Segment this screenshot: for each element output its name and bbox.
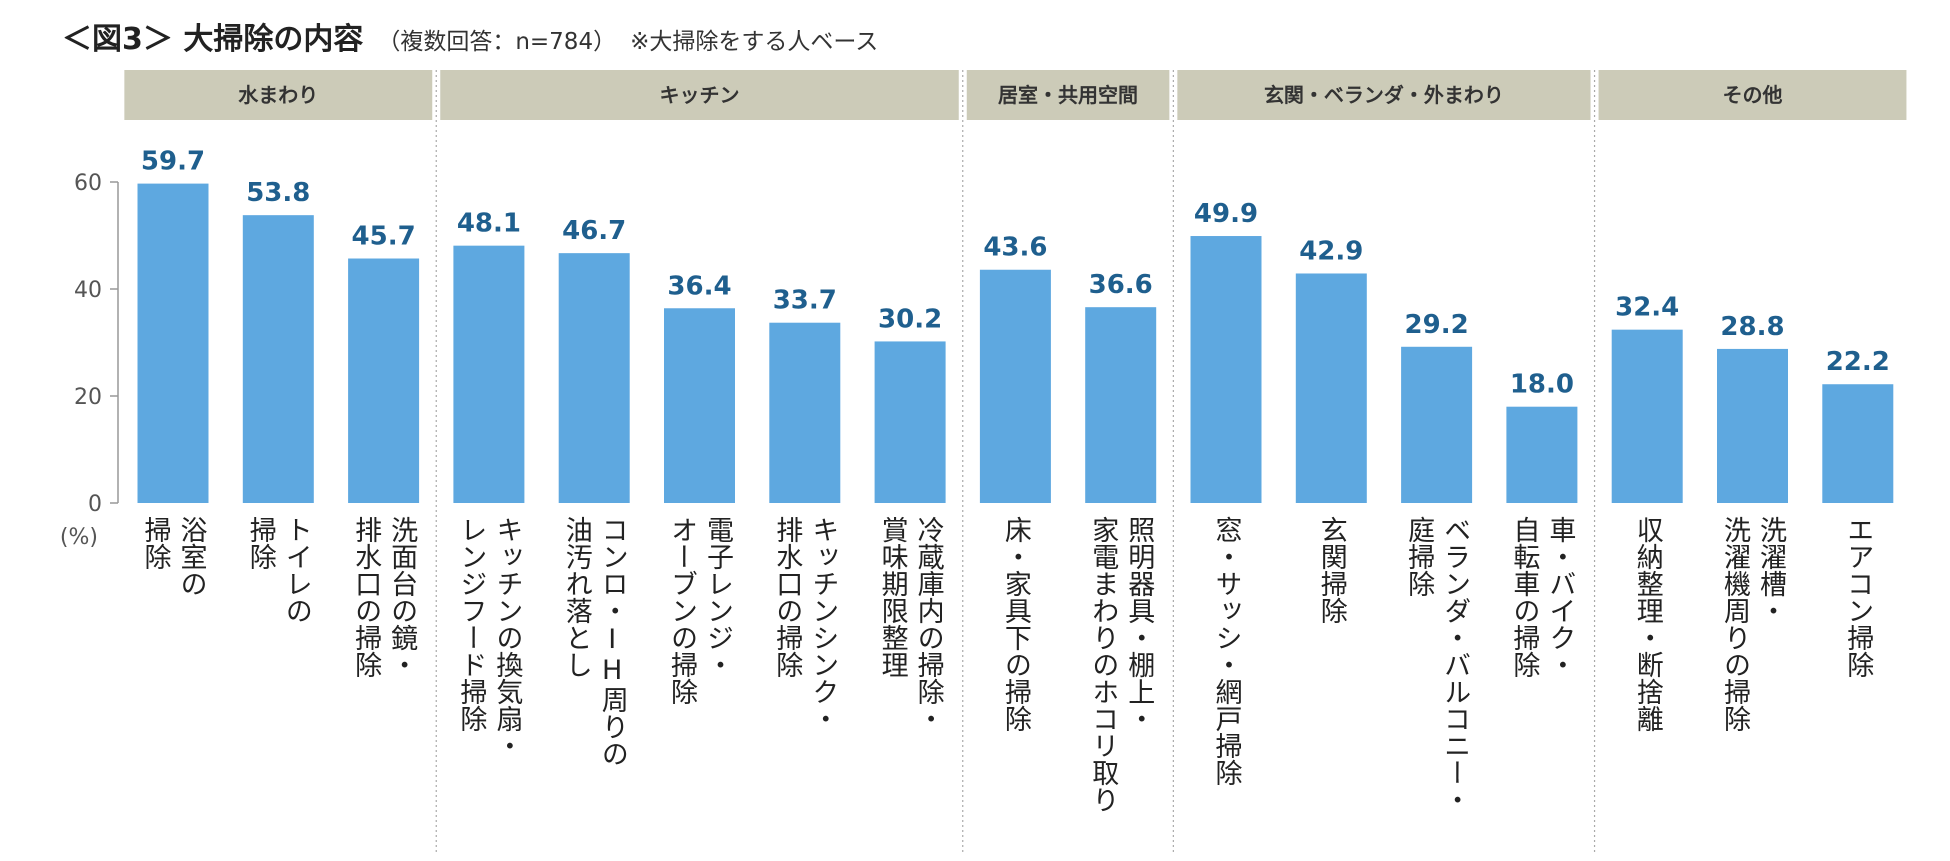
bar-value-label: 48.1 <box>457 209 521 239</box>
y-tick-label: 20 <box>74 385 102 410</box>
bar <box>1822 384 1894 503</box>
bar-value-label: 46.7 <box>562 216 626 246</box>
category-label: 洗濯槽・ <box>1755 516 1787 624</box>
category-label: 車・バイク・ <box>1544 516 1575 678</box>
group-header <box>966 70 1170 120</box>
bar <box>1085 307 1157 503</box>
bar <box>1506 406 1578 503</box>
category-label: 排水口の掃除 <box>771 516 803 678</box>
chart-note: ※大掃除をする人ベース <box>630 29 879 55</box>
bar <box>1401 346 1473 503</box>
category-label: 浴室の <box>176 516 207 597</box>
group-header <box>1598 70 1907 120</box>
category-label: コンロ・IH周りの <box>597 516 629 767</box>
category-label: 賞味期限整理 <box>877 516 909 678</box>
group-header-label: 玄関・ベランダ・外まわり <box>1264 83 1504 107</box>
y-tick-label: 60 <box>74 171 102 196</box>
bar-value-label: 59.7 <box>141 147 205 177</box>
category-label: 排水口の掃除 <box>350 516 382 678</box>
category-label: 家電まわりのホコリ取り <box>1087 516 1118 813</box>
category-label: 油汚れ落とし <box>561 516 592 678</box>
bar <box>979 269 1051 503</box>
y-tick-label: 40 <box>74 278 102 303</box>
bar-value-label: 49.9 <box>1194 199 1258 229</box>
category-label: 照明器具・棚上・ <box>1123 516 1155 732</box>
group-header <box>440 70 959 120</box>
bar-value-label: 18.0 <box>1510 370 1574 400</box>
bar-value-label: 29.2 <box>1405 310 1469 340</box>
chart-subtitle: （複数回答：n=784） <box>377 29 617 55</box>
group-header-label: その他 <box>1723 83 1783 107</box>
category-label: 洗面台の鏡・ <box>386 516 418 678</box>
bar-value-label: 30.2 <box>878 304 942 334</box>
bar <box>558 253 630 503</box>
y-unit-label: (%) <box>60 525 98 550</box>
group-header <box>124 70 433 120</box>
group-header-label: 居室・共用空間 <box>998 83 1138 107</box>
category-label: 庭掃除 <box>1403 516 1435 597</box>
category-label: 掃除 <box>140 516 172 570</box>
bar-value-label: 36.4 <box>667 271 731 301</box>
category-label: 洗濯機周りの掃除 <box>1719 516 1751 732</box>
bar-value-label: 32.4 <box>1615 293 1679 323</box>
bar-value-label: 22.2 <box>1826 347 1890 377</box>
bar-value-label: 45.7 <box>352 222 416 252</box>
bar-value-label: 42.9 <box>1299 236 1363 266</box>
category-label: レンジフード掃除 <box>455 516 487 732</box>
bar <box>664 308 735 503</box>
bar-value-label: 36.6 <box>1089 270 1153 300</box>
category-label: 自転車の掃除 <box>1508 516 1540 678</box>
bar <box>1190 236 1262 503</box>
category-label: キッチンの換気扇・ <box>491 516 523 759</box>
bar-value-label: 33.7 <box>773 286 837 316</box>
bar <box>1611 329 1683 503</box>
chart-title: ＜図3＞ 大掃除の内容 （複数回答：n=784） ※大掃除をする人ベース <box>62 14 878 58</box>
category-label: 玄関掃除 <box>1316 516 1348 624</box>
category-label: 床・家具下の掃除 <box>1000 516 1032 732</box>
bar-value-label: 53.8 <box>246 178 310 208</box>
category-label: ベランダ・バルコニー・ <box>1439 516 1470 813</box>
bar <box>769 322 841 503</box>
category-label: 冷蔵庫内の掃除・ <box>913 516 945 732</box>
bar <box>137 183 209 504</box>
group-header <box>1177 70 1591 120</box>
y-tick-label: 0 <box>88 492 102 517</box>
chart-title-main: ＜図3＞ 大掃除の内容 <box>62 22 364 57</box>
bar <box>348 258 420 503</box>
bar-value-label: 43.6 <box>983 233 1047 263</box>
bar-value-label: 28.8 <box>1720 312 1784 342</box>
bar <box>1717 348 1788 503</box>
category-label: トイレの <box>281 516 312 624</box>
category-label: 掃除 <box>245 516 277 570</box>
group-header-label: キッチン <box>660 83 740 107</box>
bar <box>1295 273 1367 503</box>
category-label: 収納整理・断捨離 <box>1632 516 1664 732</box>
bar <box>874 341 946 503</box>
category-label: エアコン掃除 <box>1842 516 1874 678</box>
category-label: 電子レンジ・ <box>702 516 733 678</box>
bar <box>242 215 314 504</box>
bar <box>453 245 525 504</box>
category-label: キッチンシンク・ <box>807 516 838 732</box>
group-header-label: 水まわり <box>238 83 318 107</box>
category-label: 窓・サッシ・網戸掃除 <box>1211 516 1243 786</box>
category-label: オーブンの掃除 <box>666 516 698 705</box>
